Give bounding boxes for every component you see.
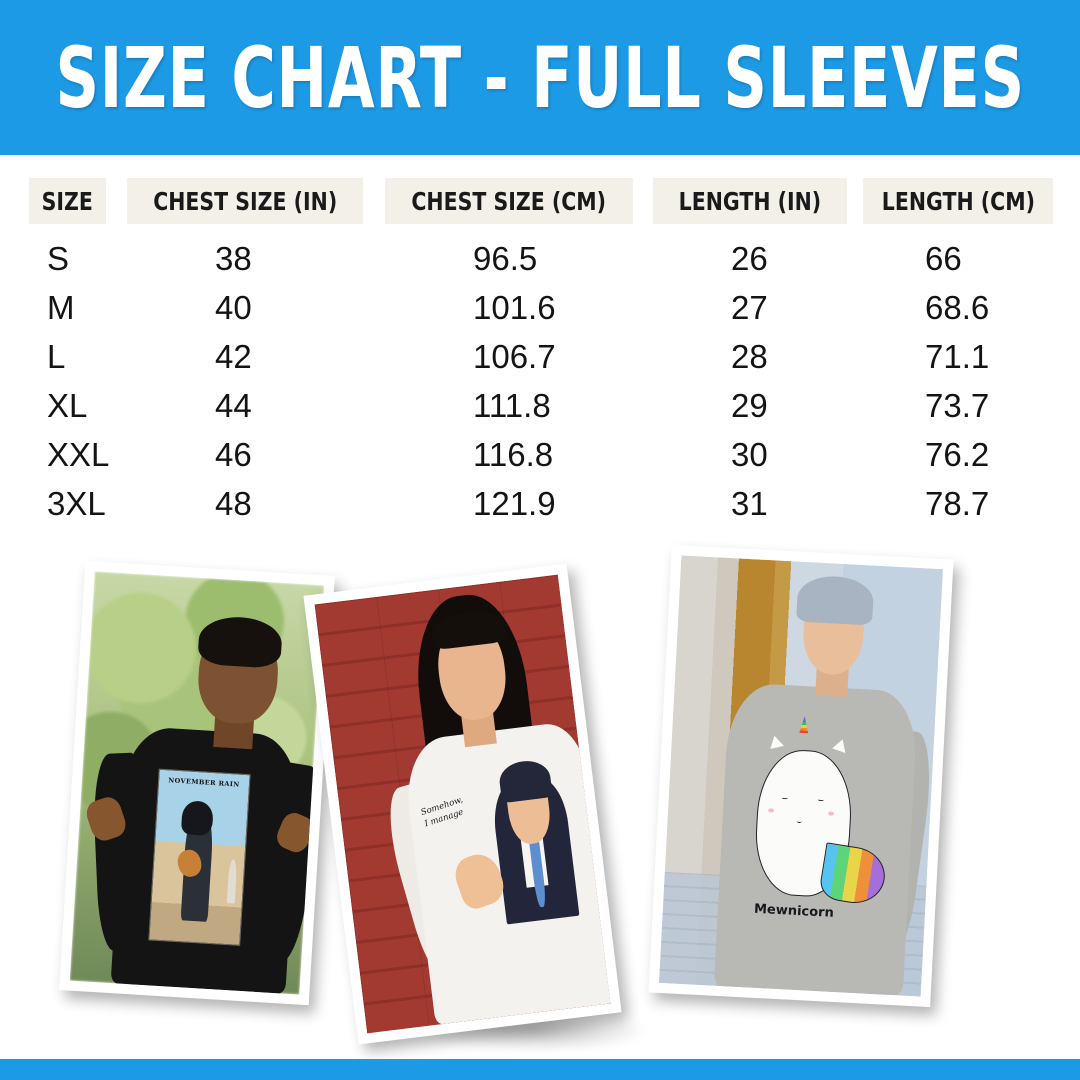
- cell-chest-cm: 116.8: [473, 435, 554, 473]
- cell-length-cm: 66: [925, 239, 962, 277]
- cell-length-cm: 68.6: [925, 288, 990, 326]
- cell-chest-in: 44: [215, 386, 252, 424]
- table-row: 3XL 48 121.9 31 78.7: [0, 479, 1080, 528]
- table-row: M 40 101.6 27 68.6: [0, 283, 1080, 332]
- cell-size: 3XL: [47, 484, 106, 522]
- table-row: L 42 106.7 28 71.1: [0, 332, 1080, 381]
- page-title: SIZE CHART - FULL SLEEVES: [55, 28, 1025, 127]
- church-tower-graphic: [226, 858, 238, 904]
- table-row: S 38 96.5 26 66: [0, 234, 1080, 283]
- cell-length-in: 26: [731, 239, 768, 277]
- photo-image-area: Mewnicorn: [658, 555, 944, 997]
- column-header-size: SIZE: [29, 178, 106, 224]
- cell-length-cm: 71.1: [925, 337, 990, 375]
- cell-length-in: 30: [731, 435, 768, 473]
- column-header-length-cm: LENGTH (CM): [863, 178, 1053, 224]
- shirt-print-november-rain: NOVEMBER RAIN: [148, 768, 251, 946]
- cell-chest-in: 42: [215, 337, 252, 375]
- column-header-chest-cm: CHEST SIZE (CM): [385, 178, 633, 224]
- guitarist-hair-graphic: [180, 799, 214, 836]
- cell-size: M: [47, 288, 75, 326]
- column-header-length-in: LENGTH (IN): [653, 178, 847, 224]
- cell-length-cm: 76.2: [925, 435, 990, 473]
- photo-black-november-rain: NOVEMBER RAIN: [59, 560, 335, 1006]
- table-row: XL 44 111.8 29 73.7: [0, 381, 1080, 430]
- cell-chest-in: 40: [215, 288, 252, 326]
- header-banner: SIZE CHART - FULL SLEEVES: [0, 0, 1080, 155]
- footer-bar: [0, 1059, 1080, 1080]
- cell-size: S: [47, 239, 70, 277]
- photo-grey-mewnicorn: Mewnicorn: [648, 544, 954, 1008]
- cell-length-in: 27: [731, 288, 768, 326]
- cell-size: XXL: [47, 435, 110, 473]
- cat-nose-icon: [796, 818, 802, 823]
- cell-length-cm: 78.7: [925, 484, 990, 522]
- column-header-chest-in: CHEST SIZE (IN): [127, 178, 363, 224]
- table-row: XXL 46 116.8 30 76.2: [0, 430, 1080, 479]
- cell-size: XL: [47, 386, 88, 424]
- photo-image-area: NOVEMBER RAIN: [69, 571, 325, 995]
- cell-chest-cm: 121.9: [473, 484, 556, 522]
- shirt-print-title: NOVEMBER RAIN: [168, 776, 240, 790]
- photo-white-somehow-i-manage: Somehow, I manage: [303, 563, 622, 1045]
- table-body: S 38 96.5 26 66 M 40 101.6 27 68.6 L 42 …: [0, 234, 1080, 528]
- cell-chest-cm: 96.5: [473, 239, 538, 277]
- photo-collage: NOVEMBER RAIN Somehow, I manage: [0, 540, 1080, 1060]
- cell-chest-cm: 101.6: [473, 288, 556, 326]
- cell-size: L: [47, 337, 66, 375]
- cell-chest-cm: 106.7: [473, 337, 556, 375]
- cell-chest-cm: 111.8: [473, 386, 551, 424]
- cell-chest-in: 38: [215, 239, 252, 277]
- cell-length-in: 29: [731, 386, 768, 424]
- cell-length-cm: 73.7: [925, 386, 990, 424]
- cell-chest-in: 48: [215, 484, 252, 522]
- cell-length-in: 31: [731, 484, 768, 522]
- photo-image-area: Somehow, I manage: [314, 574, 611, 1034]
- table-header-row: SIZE CHEST SIZE (IN) CHEST SIZE (CM) LEN…: [0, 178, 1080, 224]
- cell-length-in: 28: [731, 337, 768, 375]
- cell-chest-in: 46: [215, 435, 252, 473]
